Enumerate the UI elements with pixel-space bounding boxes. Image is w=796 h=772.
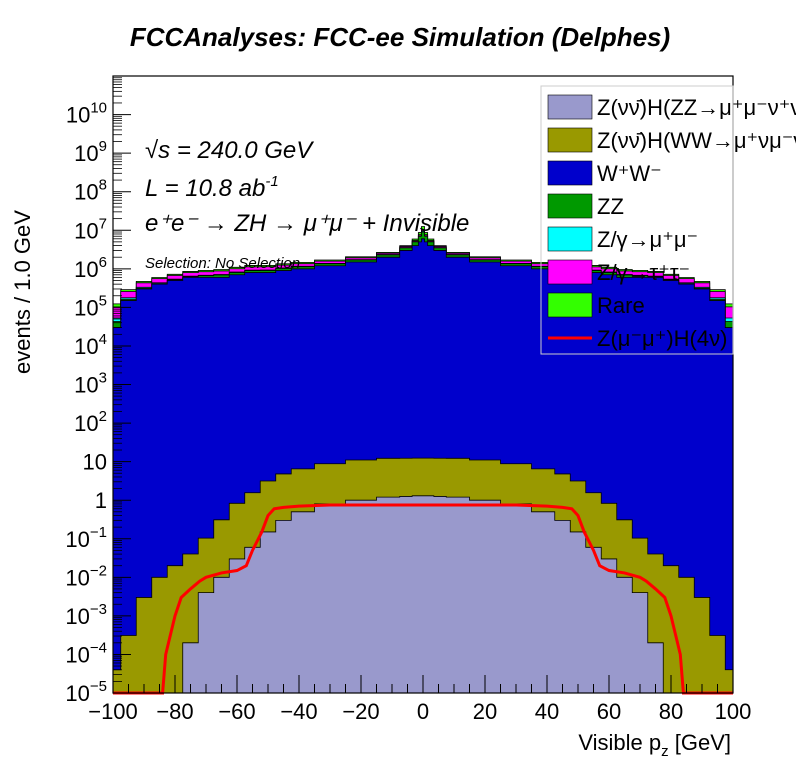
legend-box — [540, 85, 734, 355]
y-tick-label: 10−1 — [65, 524, 107, 552]
legend-label: Rare — [597, 293, 645, 318]
legend-swatch — [547, 292, 593, 318]
x-tick-label: 80 — [659, 699, 683, 724]
y-tick-label: 10−5 — [65, 678, 107, 706]
x-axis: −100 −80 −60 −40 −20 0 20 40 60 80 100 — [88, 675, 751, 724]
legend-label: Z/γ→μ⁺μ⁻ — [597, 227, 698, 252]
y-tick-label: 10 — [83, 450, 107, 475]
annotation-sqrt-s: √s = 240.0 GeV — [145, 137, 314, 164]
legend-swatch — [547, 160, 593, 186]
y-tick-label: 1010 — [66, 100, 107, 128]
annotation-luminosity: L = 10.8 ab-1 — [145, 173, 279, 202]
y-tick-label: 108 — [74, 177, 107, 205]
legend-swatch — [547, 127, 593, 153]
legend-label: W⁺W⁻ — [597, 161, 662, 186]
x-tick-label: 20 — [473, 699, 497, 724]
y-tick-label: 104 — [74, 331, 107, 359]
y-tick-label: 102 — [74, 408, 107, 436]
legend-label: Z(νν̄)H(ZZ→μ⁺μ⁻ν⁺ν⁻) — [597, 95, 796, 120]
x-tick-label: 40 — [535, 699, 559, 724]
y-tick-label: 106 — [74, 254, 107, 282]
signal-layer — [113, 503, 733, 695]
y-tick-label: 107 — [74, 215, 107, 243]
x-tick-label: −20 — [342, 699, 379, 724]
legend-swatch — [547, 94, 593, 120]
legend-swatch — [547, 226, 593, 252]
annotations: √s = 240.0 GeV L = 10.8 ab-1 e⁺e⁻ → ZH →… — [145, 137, 469, 272]
y-tick-label: 10−3 — [65, 601, 107, 629]
x-tick-label: −40 — [280, 699, 317, 724]
y-tick-label: 103 — [74, 370, 107, 398]
annotation-selection: Selection: No Selection — [145, 255, 300, 272]
legend-swatch — [547, 259, 593, 285]
annotation-process: e⁺e⁻ → ZH → μ⁺μ⁻ + Invisible — [145, 210, 469, 237]
y-axis-label: events / 1.0 GeV — [10, 210, 35, 374]
y-tick-label: 109 — [74, 138, 107, 166]
stack-area-z-h-zz — [113, 495, 733, 694]
x-tick-label: −60 — [218, 699, 255, 724]
signal-line — [113, 503, 733, 695]
legend: Z(νν̄)H(ZZ→μ⁺μ⁻ν⁺ν⁻) Z(νν̄)H(WW→μ⁺νμ⁻ν) W⁺… — [540, 85, 796, 355]
x-tick-label: 100 — [715, 699, 752, 724]
y-tick-label: 10−4 — [65, 639, 107, 667]
x-tick-label: 0 — [417, 699, 429, 724]
legend-label: Z/γ→τ⁺τ⁻ — [597, 260, 690, 285]
x-axis-label: Visible pz [GeV] — [578, 730, 731, 760]
x-tick-label: −80 — [156, 699, 193, 724]
y-tick-label: 105 — [74, 292, 107, 320]
chart-title: FCCAnalyses: FCC-ee Simulation (Delphes) — [130, 22, 670, 52]
legend-label: ZZ — [597, 194, 624, 219]
legend-label: Z(νν̄)H(WW→μ⁺νμ⁻ν) — [597, 128, 796, 153]
legend-label: Z(μ⁻μ⁺)H(4ν) — [597, 326, 727, 351]
y-tick-label: 1 — [95, 488, 107, 513]
y-tick-label: 10−2 — [65, 562, 107, 590]
legend-swatch — [547, 193, 593, 219]
x-tick-label: 60 — [597, 699, 621, 724]
y-axis: 10−5 10−4 10−3 10−2 10−1 1 10 102 103 104 105 106 10… — [65, 77, 131, 706]
x-tick-label: −100 — [88, 699, 138, 724]
